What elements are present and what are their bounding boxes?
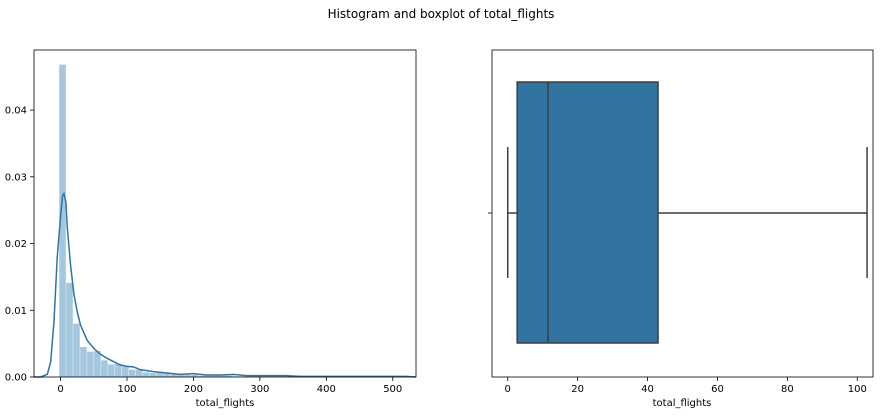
y-tick-label: 0.02 — [5, 239, 27, 250]
boxplot-frame — [491, 49, 874, 378]
histogram-bar — [66, 282, 73, 377]
histogram-bar — [101, 360, 108, 377]
histogram-bars — [59, 64, 408, 377]
histogram-bar — [191, 374, 199, 377]
histogram-panel: 0 100 200 300 400 500 0.00 0.01 0.02 0.03 0.04 to… — [5, 49, 417, 409]
figure-title: Histogram and boxplot of total_flights — [328, 7, 555, 21]
histogram-bar — [219, 375, 227, 377]
iqr-box — [516, 81, 659, 344]
x-tick-label: 500 — [383, 384, 402, 395]
kde-curve — [34, 191, 417, 378]
histogram-bar — [163, 372, 171, 377]
histogram-bar — [156, 372, 164, 377]
histogram-bar — [122, 366, 129, 377]
histogram-bar — [177, 374, 185, 377]
x-tick-label: 60 — [711, 384, 724, 395]
histogram-bar — [142, 372, 150, 377]
histogram-bar — [94, 350, 101, 377]
x-tick-label: 100 — [848, 384, 867, 395]
histogram-bar — [212, 375, 220, 377]
y-tick-label: 0.03 — [5, 172, 27, 183]
x-tick-label: 0 — [505, 384, 511, 395]
x-tick-label: 0 — [57, 384, 63, 395]
histogram-bar — [108, 364, 115, 377]
histogram-bar — [73, 323, 80, 377]
histogram-bar — [115, 363, 122, 377]
histogram-bar — [205, 375, 213, 377]
boxplot-panel: 0 20 40 60 80 100 total_flights — [488, 49, 874, 409]
x-tick-label: 20 — [571, 384, 584, 395]
x-tick-label: 300 — [250, 384, 269, 395]
histogram-x-ticks: 0 100 200 300 400 500 — [57, 377, 402, 395]
histogram-bar — [170, 374, 178, 377]
x-tick-label: 400 — [317, 384, 336, 395]
y-tick-label: 0.04 — [5, 106, 27, 117]
boxplot-x-ticks: 0 20 40 60 80 100 — [505, 377, 867, 395]
histogram-bar — [135, 369, 143, 377]
histogram-x-label: total_flights — [196, 398, 255, 409]
histogram-bar — [184, 374, 192, 377]
histogram-bar — [198, 375, 206, 377]
x-tick-label: 80 — [781, 384, 794, 395]
histogram-bar — [226, 375, 234, 377]
histogram-bar — [129, 369, 136, 377]
histogram-bar — [87, 351, 94, 377]
boxplot-marks — [506, 81, 868, 344]
histogram-bar — [80, 346, 87, 377]
boxplot-x-label: total_flights — [653, 398, 712, 409]
histogram-y-ticks: 0.00 0.01 0.02 0.03 0.04 — [5, 106, 34, 384]
histogram-bar — [149, 372, 157, 377]
histogram-bar — [59, 64, 66, 377]
y-tick-label: 0.01 — [5, 306, 27, 317]
y-tick-label: 0.00 — [5, 373, 27, 384]
histogram-frame — [33, 49, 417, 378]
x-tick-label: 100 — [117, 384, 136, 395]
x-tick-label: 40 — [641, 384, 654, 395]
x-tick-label: 200 — [184, 384, 203, 395]
